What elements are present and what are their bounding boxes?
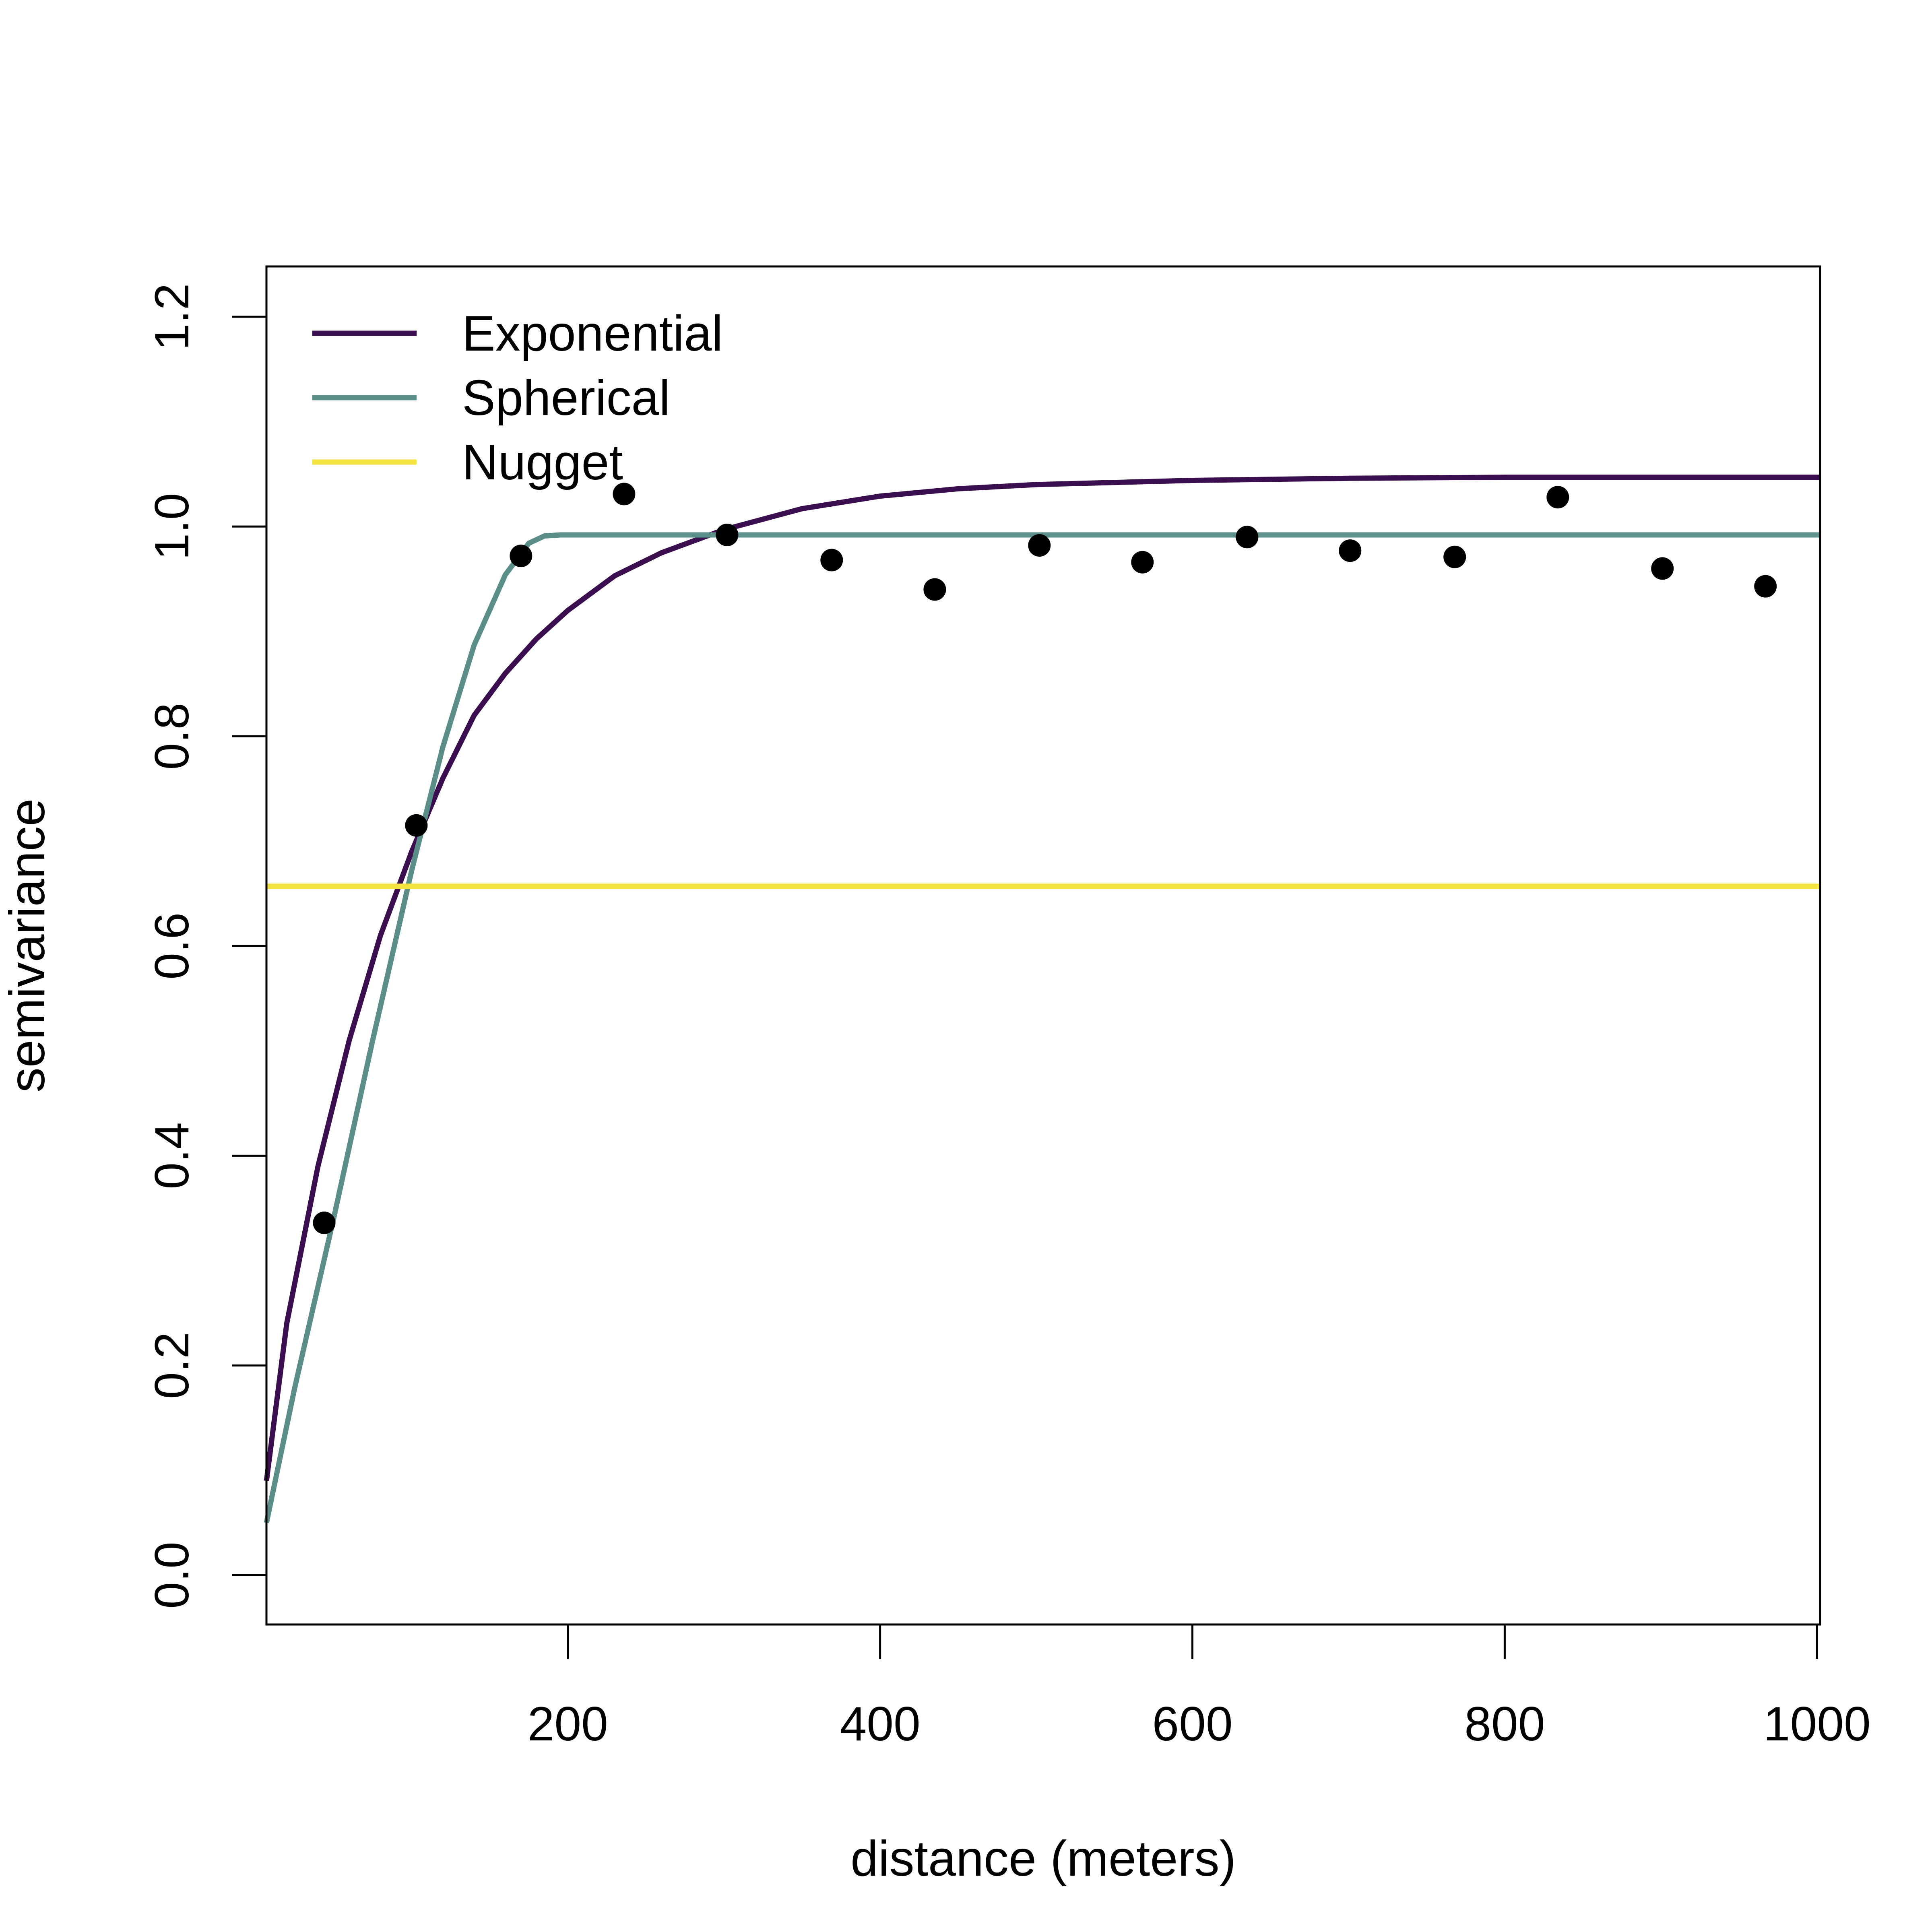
data-point bbox=[820, 549, 843, 572]
data-point bbox=[1339, 539, 1362, 562]
data-point bbox=[613, 483, 636, 506]
data-point bbox=[1131, 551, 1154, 574]
x-axis: 200 400 600 800 1000 bbox=[528, 1624, 1871, 1751]
y-tick-label: 0.0 bbox=[145, 1542, 199, 1609]
series-lines bbox=[264, 475, 1820, 1523]
y-tick-label: 0.4 bbox=[145, 1122, 199, 1189]
series-line-spherical bbox=[264, 532, 1820, 1523]
data-point bbox=[405, 814, 428, 837]
data-point bbox=[1028, 534, 1051, 557]
data-point bbox=[313, 1212, 336, 1234]
data-point bbox=[1754, 575, 1777, 598]
y-tick-label: 0.8 bbox=[145, 703, 199, 770]
x-axis-title: distance (meters) bbox=[850, 1831, 1236, 1887]
legend: Exponential Spherical Nugget bbox=[312, 306, 723, 490]
data-points bbox=[313, 483, 1777, 1234]
legend-label-exponential: Exponential bbox=[462, 306, 723, 361]
y-axis: 0.0 0.2 0.4 0.6 0.8 1.0 1.2 bbox=[145, 283, 266, 1609]
x-tick-label: 600 bbox=[1152, 1697, 1232, 1751]
data-point bbox=[510, 545, 533, 568]
data-point bbox=[1546, 486, 1569, 509]
x-tick-label: 800 bbox=[1464, 1697, 1545, 1751]
data-point bbox=[1651, 557, 1674, 580]
series-line-exponential bbox=[264, 475, 1820, 1481]
y-tick-label: 0.6 bbox=[145, 912, 199, 980]
y-tick-label: 0.2 bbox=[145, 1332, 199, 1399]
y-tick-label: 1.0 bbox=[145, 493, 199, 560]
data-point bbox=[1236, 526, 1259, 549]
x-tick-label: 200 bbox=[528, 1697, 608, 1751]
data-point bbox=[1443, 545, 1466, 568]
legend-label-nugget: Nugget bbox=[462, 435, 623, 490]
data-point bbox=[716, 524, 739, 546]
data-point bbox=[923, 578, 946, 601]
legend-label-spherical: Spherical bbox=[462, 370, 670, 426]
x-tick-label: 1000 bbox=[1763, 1697, 1871, 1751]
x-tick-label: 400 bbox=[840, 1697, 920, 1751]
y-axis-title: semivariance bbox=[0, 799, 55, 1093]
y-tick-label: 1.2 bbox=[145, 283, 199, 351]
